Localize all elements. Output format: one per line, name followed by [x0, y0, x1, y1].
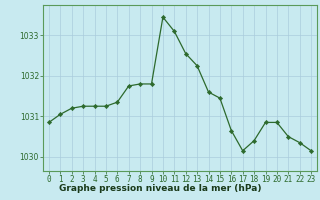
Text: Graphe pression niveau de la mer (hPa): Graphe pression niveau de la mer (hPa) — [59, 184, 261, 193]
